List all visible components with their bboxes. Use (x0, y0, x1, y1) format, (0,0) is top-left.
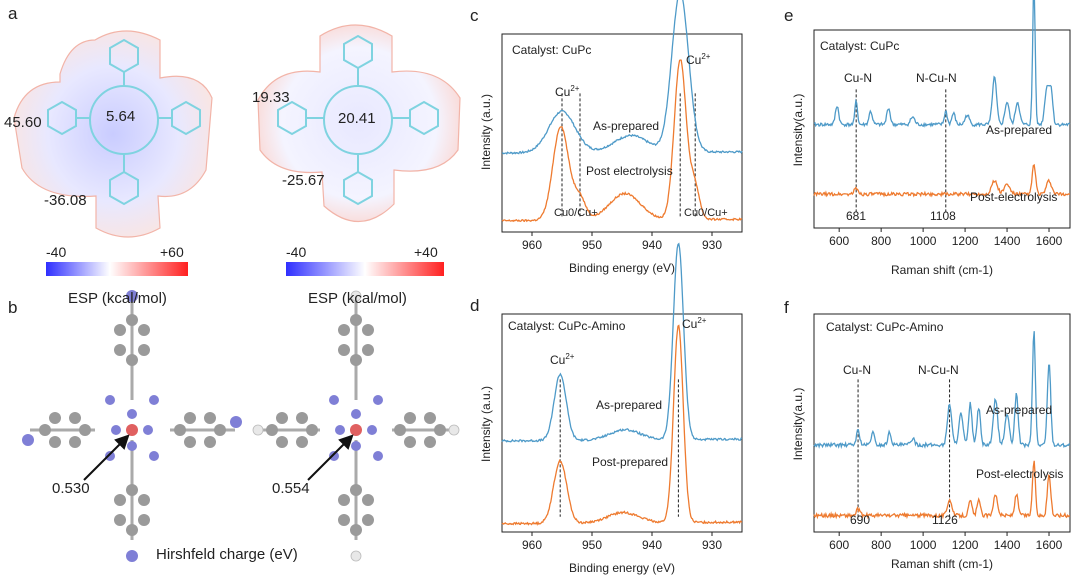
charge-right: 0.554 (272, 480, 310, 497)
panel-a-label: a (8, 4, 18, 23)
chart-d-catalyst: Catalyst: CuPc-Amino (508, 319, 626, 333)
chart-d-cu2-right: Cu2+ (682, 316, 707, 331)
esp-map-left (13, 30, 213, 238)
chart-f-peak-label-1: N-Cu-N (918, 363, 959, 377)
chart-f-curve-label-1: Post-electrolysis (976, 467, 1063, 481)
chart-d: 960 950 940 930 Catalyst: CuPc-Amino Cu2+ C… (479, 242, 743, 575)
chart-f-curve-label-0: As-prepared (986, 403, 1052, 417)
colorbar-right (286, 262, 444, 276)
chart-d-ylabel: Intensity (a.u.) (479, 386, 493, 462)
chart-f-xtick-label-0: 600 (829, 538, 849, 552)
panel-c-label: c (470, 6, 479, 25)
molecule-right (252, 290, 460, 562)
chart-e-peak-label-1: N-Cu-N (916, 71, 957, 85)
chart-d-xlabel: Binding energy (eV) (569, 561, 675, 575)
chart-f-peak-label-0: Cu-N (843, 363, 871, 377)
chart-f-xlabel: Raman shift (cm-1) (891, 557, 993, 571)
chart-e-ylabel: Intensity(a.u.) (791, 94, 805, 167)
chart-d-cu2-left: Cu2+ (550, 352, 575, 367)
chart-d-curve-label-1: Post-prepared (592, 455, 668, 469)
panel-f-label: f (784, 298, 789, 317)
chart-e-xtick-label-1: 800 (871, 234, 891, 248)
chart-f-peak-pos-1: 1126 (932, 513, 958, 527)
chart-f-xtick-label-4: 1400 (994, 538, 1021, 552)
chart-e-xlabel: Raman shift (cm-1) (891, 263, 993, 277)
chart-c-catalyst: Catalyst: CuPc (512, 43, 591, 57)
chart-f-xtick-label-5: 1600 (1036, 538, 1063, 552)
chart-e: 600 800 1000 1200 1400 1600 Catalyst: CuPc Cu… (791, 0, 1071, 277)
chart-d-series-1 (501, 324, 743, 526)
panel-b-label: b (8, 298, 18, 317)
chart-c-xtick-label-3: 930 (702, 238, 722, 252)
chart-c-cu0-right: Cu0/Cu+ (684, 207, 728, 219)
esp-left-center: 5.64 (106, 108, 136, 125)
chart-c-cu2-left: Cu2+ (555, 84, 580, 99)
colorbar-left (46, 262, 188, 276)
chart-d-series-0 (501, 242, 743, 443)
colorbar-left-caption: ESP (kcal/mol) (68, 290, 167, 307)
esp-right-center: 20.41 (338, 110, 376, 127)
colorbar-right-caption: ESP (kcal/mol) (308, 290, 407, 307)
molecule-left (22, 290, 242, 562)
chart-e-xtick-label-3: 1200 (952, 234, 979, 248)
chart-c-ylabel: Intensity (a.u.) (479, 94, 493, 170)
chart-f: 600 800 1000 1200 1400 1600 Catalyst: CuPc-Am… (791, 313, 1071, 571)
hirshfeld-caption: Hirshfeld charge (eV) (156, 546, 298, 563)
chart-e-curve-label-0: As-prepared (986, 123, 1052, 137)
chart-c-cu2-right: Cu2+ (686, 52, 711, 67)
chart-e-series-1 (813, 163, 1070, 198)
chart-c-curve-label-1: Post electrolysis (586, 164, 673, 178)
esp-left-min: -36.08 (44, 192, 87, 209)
chart-f-xtick-label-1: 800 (871, 538, 891, 552)
chart-e-xtick-label-2: 1000 (910, 234, 937, 248)
panel-e-label: e (784, 6, 794, 25)
chart-d-xtick-label-2: 940 (642, 538, 662, 552)
chart-e-peak-pos-1: 1108 (930, 209, 956, 223)
chart-c-frame (501, 33, 743, 233)
chart-e-catalyst: Catalyst: CuPc (820, 39, 899, 53)
chart-d-frame (501, 313, 743, 533)
chart-c-series-1 (501, 59, 743, 223)
chart-e-frame (813, 29, 1071, 229)
chart-c-cu0-left: Cu0/Cu+ (554, 207, 598, 219)
chart-c-xtick-label-2: 940 (642, 238, 662, 252)
chart-f-ylabel: Intensity(a.u.) (791, 388, 805, 461)
colorbar-right-min: -40 (286, 244, 307, 260)
chart-f-frame (813, 313, 1071, 533)
esp-right-min: -25.67 (282, 172, 325, 189)
chart-e-xtick-label-0: 600 (829, 234, 849, 248)
panel-d-label: d (470, 296, 480, 315)
colorbar-right-max: +40 (414, 244, 438, 260)
chart-c-xtick-label-1: 950 (582, 238, 602, 252)
esp-right-max: 19.33 (252, 89, 290, 106)
chart-e-xtick-label-5: 1600 (1036, 234, 1063, 248)
chart-e-peak-pos-0: 681 (846, 209, 866, 223)
chart-f-catalyst: Catalyst: CuPc-Amino (826, 320, 944, 334)
chart-d-xtick-label-1: 950 (582, 538, 602, 552)
chart-c: 960 950 940 930 Catalyst: CuPc Cu2+ Cu2+ As… (479, 0, 743, 275)
chart-c-series-0 (501, 0, 743, 155)
chart-d-xtick-label-0: 960 (522, 538, 542, 552)
chart-f-xtick-label-3: 1200 (952, 538, 979, 552)
chart-c-curve-label-0: As-prepared (593, 119, 659, 133)
chart-f-peak-pos-0: 690 (850, 513, 870, 527)
chart-e-curve-label-1: Post-electrolysis (970, 190, 1057, 204)
colorbar-left-max: +60 (160, 244, 184, 260)
chart-d-xtick-label-3: 930 (702, 538, 722, 552)
chart-e-peak-label-0: Cu-N (844, 71, 872, 85)
chart-c-xlabel: Binding energy (eV) (569, 261, 675, 275)
chart-e-xtick-label-4: 1400 (994, 234, 1021, 248)
esp-left-max: 45.60 (4, 114, 42, 131)
chart-f-xtick-label-2: 1000 (910, 538, 937, 552)
chart-e-series-0 (813, 0, 1071, 128)
chart-c-xtick-label-0: 960 (522, 238, 542, 252)
charge-left: 0.530 (52, 480, 90, 497)
esp-map-right (257, 24, 461, 223)
chart-f-series-0 (813, 331, 1071, 450)
chart-d-curve-label-0: As-prepared (596, 398, 662, 412)
chart-f-series-1 (813, 460, 1071, 520)
colorbar-left-min: -40 (46, 244, 67, 260)
